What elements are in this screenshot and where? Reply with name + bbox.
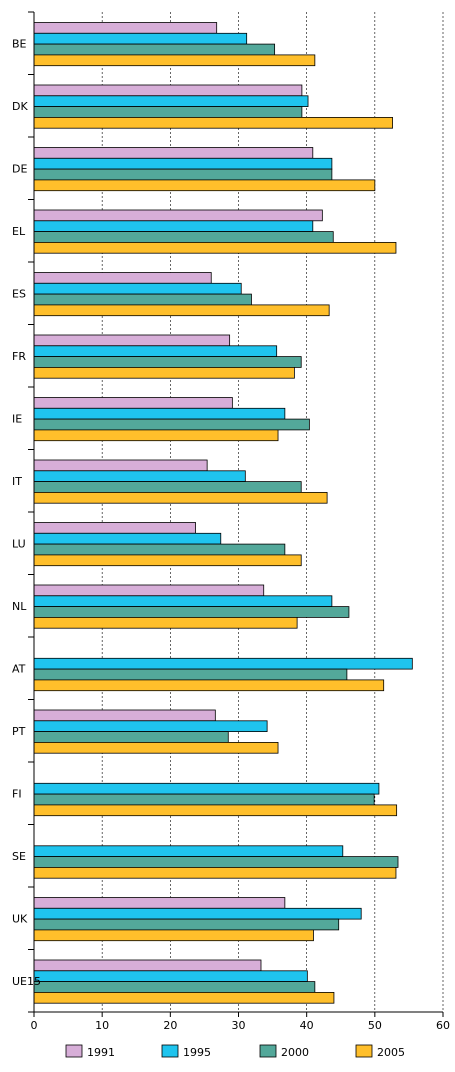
bar-ue15-1991 [33,959,262,972]
bar-fi-2005 [33,804,398,817]
bar-nl-2000 [33,606,350,618]
category-label-dk: DK [12,100,28,113]
bar-nl-2005 [33,617,298,629]
bar-it-1991 [33,459,208,472]
bar-lu-2000 [33,543,286,556]
bar-at-2000 [33,668,348,681]
bar-fr-1991 [33,334,231,347]
x-tick-label-30: 30 [232,1019,246,1032]
bar-it-1995 [33,470,246,482]
grid-lines [101,12,444,1012]
bar-uk-2005 [33,929,314,942]
bar-es-2005 [33,304,330,317]
bar-se-2005 [33,867,397,879]
bar-pt-1991 [33,709,216,722]
bar-es-1995 [33,282,242,295]
bar-de-1991 [33,147,314,159]
bar-ue15-1995 [33,970,308,982]
legend-swatch-1995 [161,1044,179,1058]
bar-pt-2000 [33,731,229,743]
category-label-ue15: UE15 [12,975,41,988]
bar-be-1991 [33,22,218,34]
bar-fr-2000 [33,356,302,368]
bar-be-2000 [33,43,276,56]
x-tick-label-60: 60 [436,1019,450,1032]
bar-be-2005 [33,54,316,67]
legend-label-2005: 2005 [377,1046,405,1059]
bar-ie-1995 [33,407,286,420]
bar-ie-1991 [33,397,233,409]
bar-ue15-2000 [33,981,316,993]
bar-fi-1995 [33,782,380,795]
bar-de-2000 [33,168,333,181]
legend-swatch-2005 [355,1044,373,1058]
bar-se-1995 [33,845,344,857]
bar-se-2000 [33,856,399,868]
category-label-el: EL [12,225,26,238]
bars [33,22,413,1004]
bar-de-1995 [33,157,333,170]
category-label-at: AT [12,662,26,675]
bar-es-2000 [33,293,252,306]
legend-swatch-2000 [259,1044,277,1058]
bar-el-2005 [33,241,397,254]
bar-nl-1991 [33,584,265,597]
category-label-ie: IE [12,412,22,425]
x-tick-label-0: 0 [31,1019,38,1032]
bar-at-1995 [33,657,413,670]
bar-fr-2005 [33,366,295,379]
bar-ie-2005 [33,429,279,442]
category-label-fr: FR [12,350,26,363]
bar-el-1995 [33,220,314,233]
category-label-nl: NL [12,600,27,613]
bar-at-2005 [33,679,385,692]
legend-label-1995: 1995 [183,1046,211,1059]
bar-ie-2000 [33,418,310,431]
bar-pt-2005 [33,742,279,754]
bar-el-2000 [33,231,334,243]
category-label-es: ES [12,287,26,300]
bar-dk-2005 [33,117,393,129]
bar-uk-1995 [33,907,362,920]
category-label-it: IT [12,475,22,488]
bar-fi-2000 [33,793,375,806]
category-label-pt: PT [12,725,26,738]
bar-lu-1995 [33,532,222,545]
bar-uk-2000 [33,918,340,931]
legend: 1991 1995 2000 2005 [65,1044,405,1059]
x-tick-label-50: 50 [368,1019,382,1032]
category-label-fi: FI [12,787,22,800]
bar-uk-1991 [33,897,286,909]
legend-swatch-1991 [65,1044,83,1058]
bar-el-1991 [33,209,323,222]
bar-pt-1995 [33,720,268,732]
bar-be-1995 [33,32,248,45]
axes [28,11,444,1017]
category-label-be: BE [12,37,27,50]
bar-nl-1995 [33,595,333,607]
bar-dk-2000 [33,106,303,118]
category-label-de: DE [12,162,27,175]
x-tick-label-10: 10 [95,1019,109,1032]
category-label-uk: UK [12,912,28,925]
legend-label-1991: 1991 [87,1046,115,1059]
bar-dk-1995 [33,95,309,108]
category-labels: BE DK DE EL ES FR IE IT LU NL AT PT FI SE UK UE15 [12,37,41,988]
bar-es-1991 [33,272,212,284]
bar-lu-2005 [33,554,302,567]
bar-fr-1995 [33,345,278,357]
bar-it-2005 [33,491,328,504]
bar-it-2000 [33,481,302,493]
bar-dk-1991 [33,84,303,97]
legend-label-2000: 2000 [281,1046,309,1059]
bar-de-2005 [33,179,376,192]
x-tick-labels: 0 10 20 30 40 50 60 [31,1019,451,1032]
category-label-se: SE [12,850,26,863]
bar-lu-1991 [33,522,196,534]
category-label-lu: LU [12,537,26,550]
x-tick-label-20: 20 [163,1019,177,1032]
x-tick-label-40: 40 [300,1019,314,1032]
bar-ue15-2005 [33,992,335,1004]
